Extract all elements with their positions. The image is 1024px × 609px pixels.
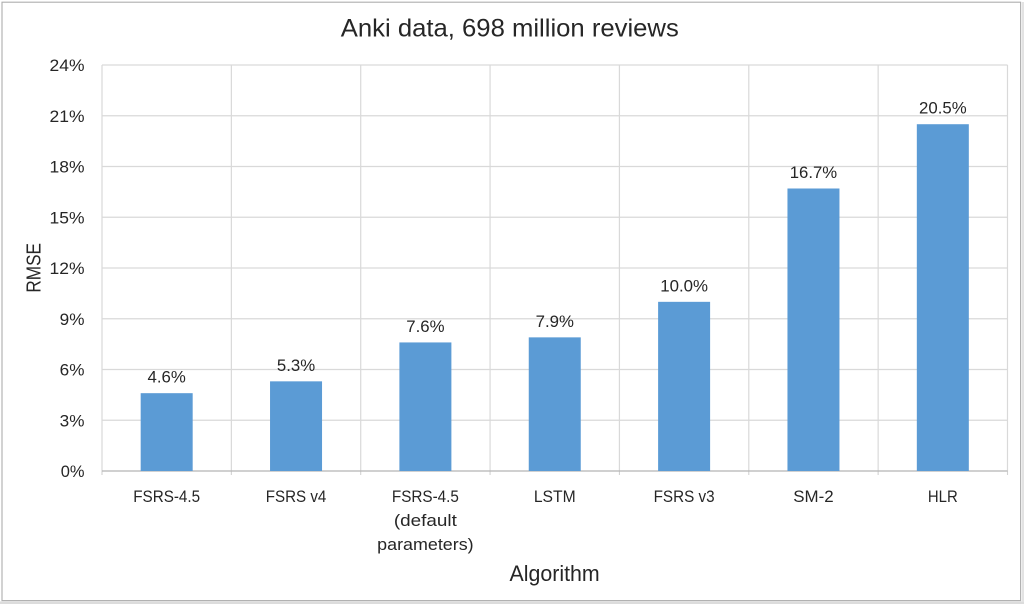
svg-text:LSTM: LSTM [534, 487, 576, 506]
svg-text:12%: 12% [50, 259, 85, 278]
svg-text:15%: 15% [50, 208, 85, 227]
svg-text:FSRS v3: FSRS v3 [654, 487, 715, 506]
svg-text:7.9%: 7.9% [536, 312, 574, 331]
svg-text:5.3%: 5.3% [277, 356, 315, 375]
svg-text:21%: 21% [50, 107, 85, 126]
svg-text:4.6%: 4.6% [148, 368, 186, 387]
svg-text:3%: 3% [60, 411, 85, 430]
svg-text:(default: (default [394, 511, 457, 530]
svg-text:FSRS-4.5: FSRS-4.5 [392, 487, 459, 506]
svg-text:Algorithm: Algorithm [510, 561, 600, 586]
svg-text:SM-2: SM-2 [793, 487, 833, 506]
svg-text:0%: 0% [61, 462, 85, 481]
svg-text:9%: 9% [60, 310, 85, 329]
svg-text:16.7%: 16.7% [790, 163, 837, 182]
svg-text:18%: 18% [50, 158, 85, 177]
svg-text:10.0%: 10.0% [660, 276, 708, 295]
svg-text:RMSE: RMSE [24, 243, 46, 293]
svg-text:parameters): parameters) [377, 535, 473, 554]
svg-text:FSRS v4: FSRS v4 [266, 487, 327, 506]
svg-text:24%: 24% [50, 56, 85, 75]
svg-text:HLR: HLR [928, 487, 958, 506]
svg-text:20.5%: 20.5% [919, 99, 967, 118]
svg-text:7.6%: 7.6% [406, 317, 444, 336]
svg-text:6%: 6% [60, 361, 85, 380]
svg-text:Anki data, 698 million reviews: Anki data, 698 million reviews [341, 15, 679, 43]
svg-text:FSRS-4.5: FSRS-4.5 [133, 487, 200, 506]
